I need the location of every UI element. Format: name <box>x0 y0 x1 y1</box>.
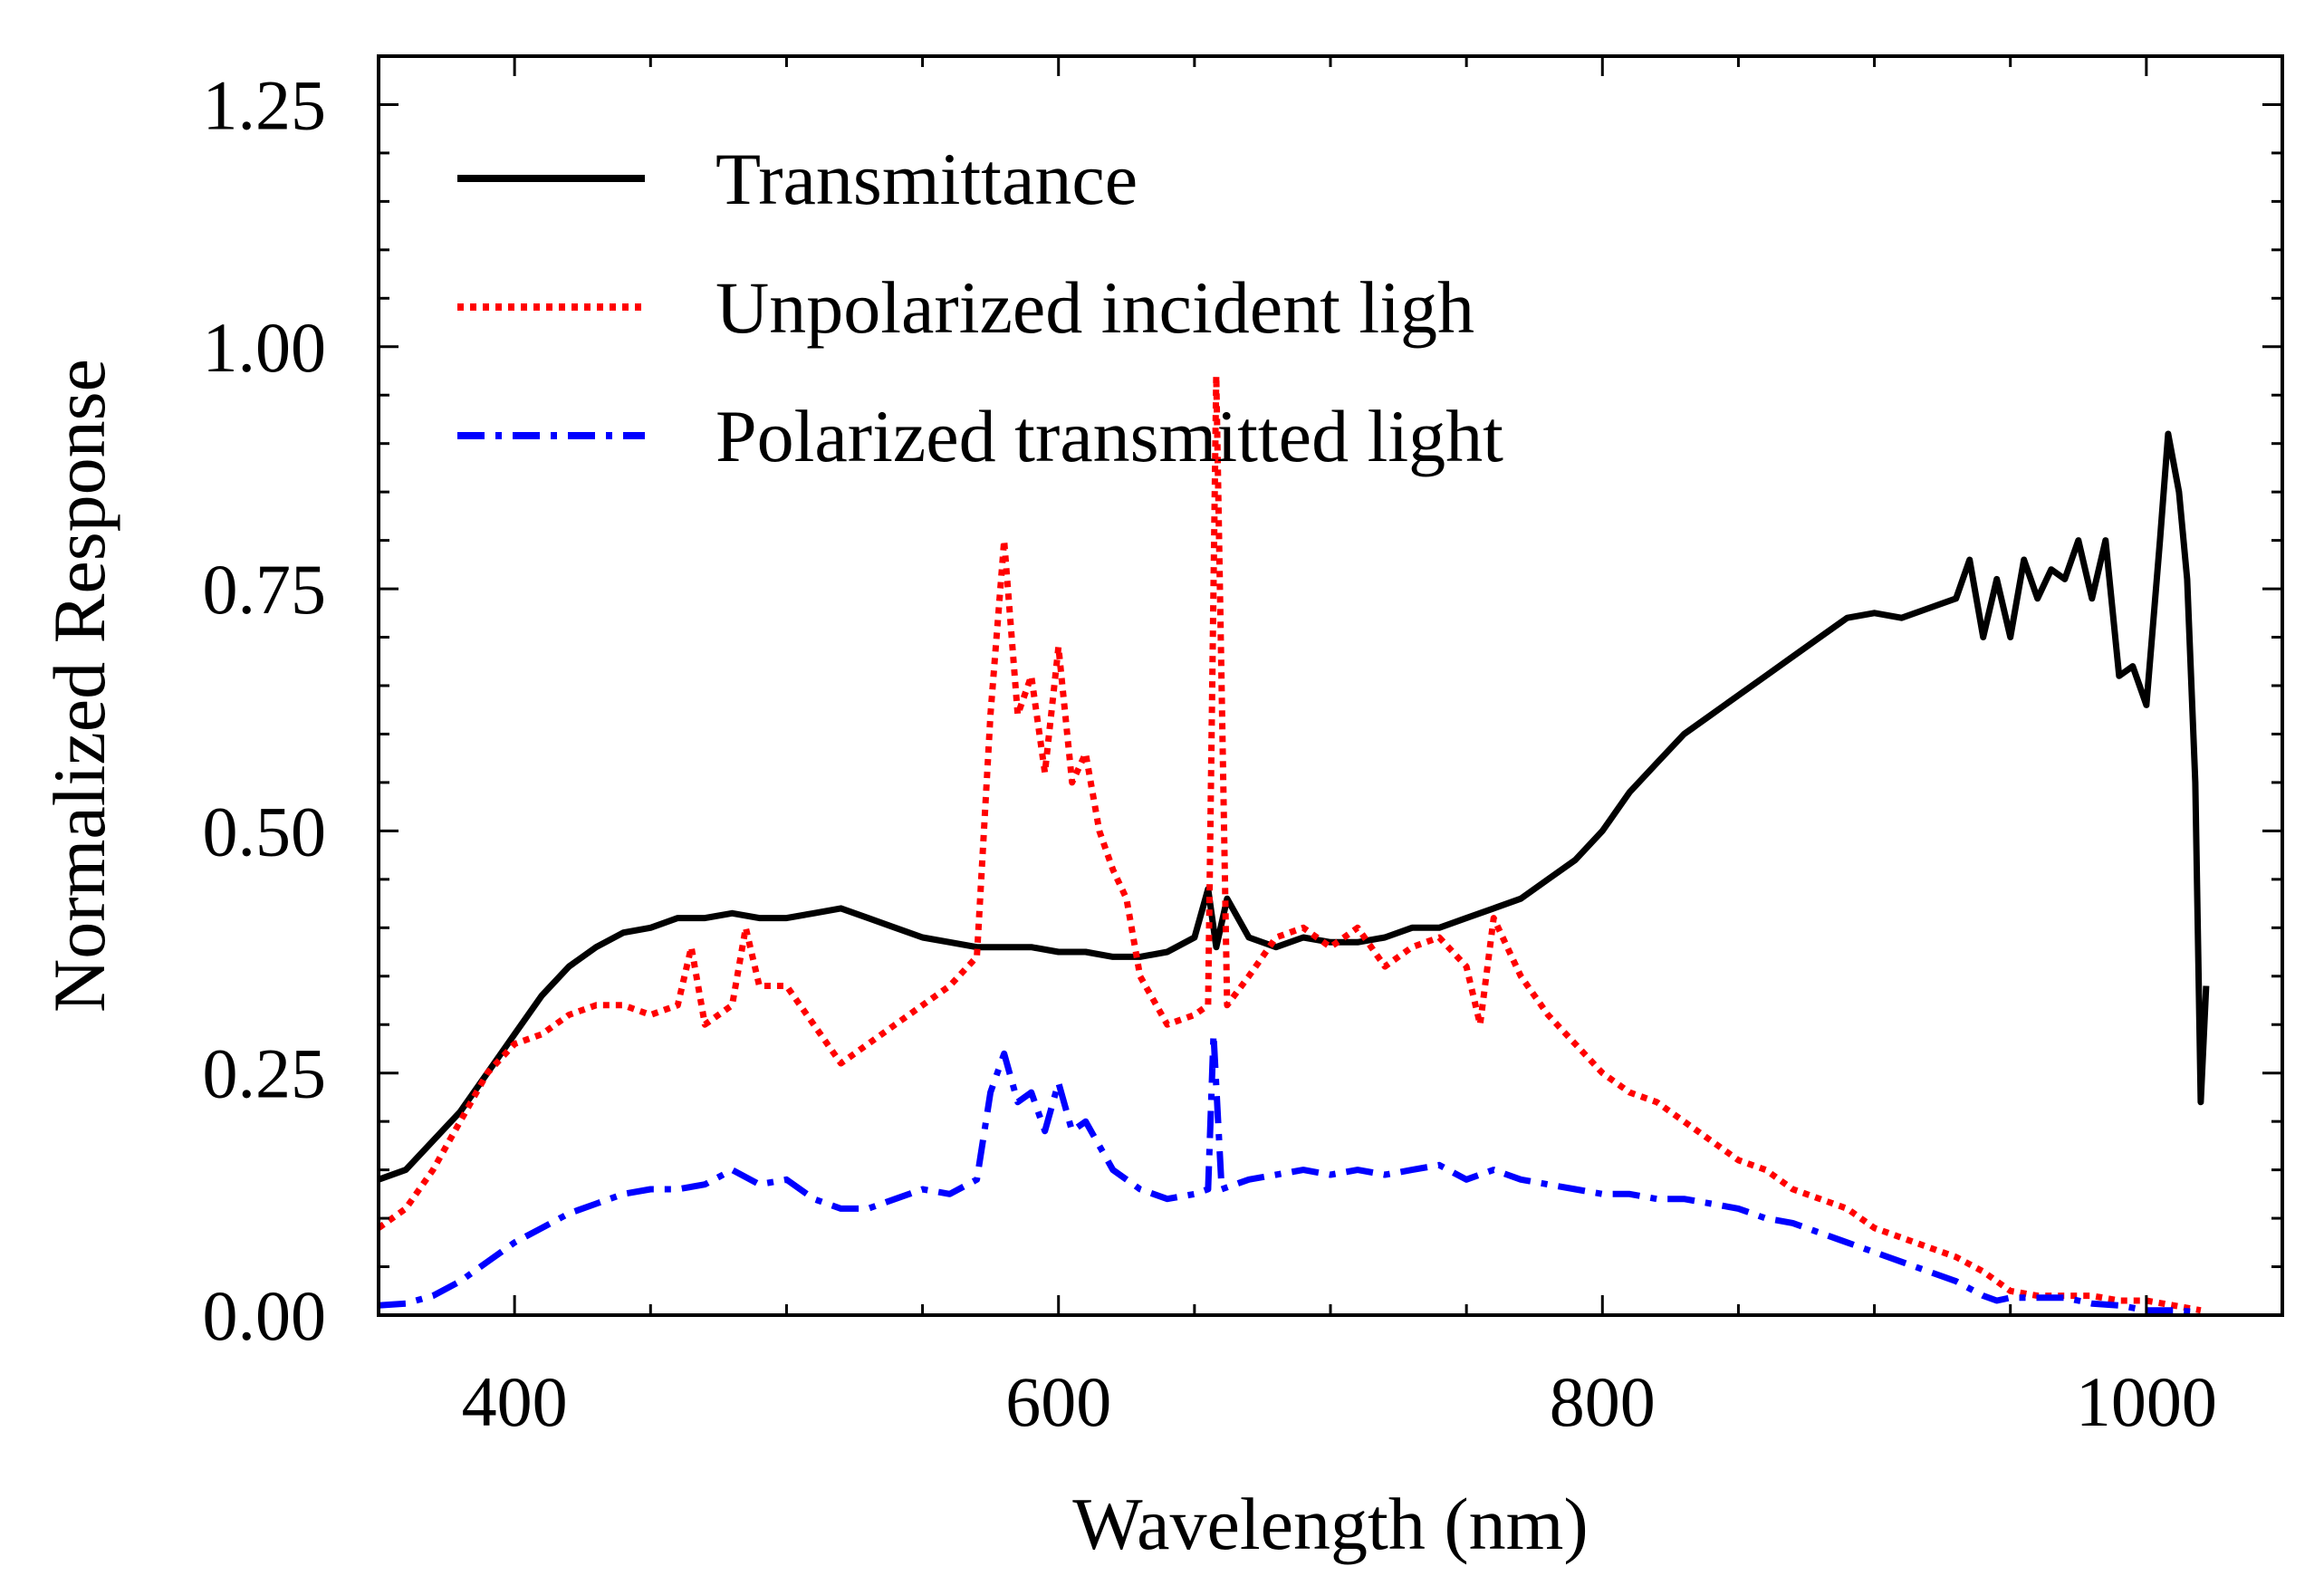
legend-label: Unpolarized incident ligh <box>715 266 1474 349</box>
series-line-transmittance <box>377 430 2210 1183</box>
y-tick-label: 0.00 <box>203 1276 327 1355</box>
legend-label: Transmittance <box>715 138 1138 220</box>
x-axis-label: Wavelength (nm) <box>1072 1483 1588 1565</box>
y-tick-label: 1.25 <box>203 65 327 144</box>
y-tick-label: 0.50 <box>203 792 327 870</box>
y-tick-label: 0.75 <box>203 550 327 629</box>
x-tick-label: 800 <box>1550 1362 1656 1441</box>
plot-frame <box>377 54 2284 1317</box>
x-tick-label: 1000 <box>2076 1362 2217 1441</box>
x-tick-label: 600 <box>1005 1362 1111 1441</box>
series-line-polarized-transmitted-light <box>378 1031 2202 1316</box>
series-layer <box>376 372 2210 1316</box>
legend: Transmittance Unpolarized incident ligh Po… <box>457 138 1503 477</box>
y-tick-label: 1.00 <box>203 308 327 387</box>
x-tick-label: 400 <box>462 1362 568 1441</box>
y-tick-label: 0.25 <box>203 1034 327 1113</box>
y-axis-label: Normalized Response <box>38 359 120 1013</box>
series-line-unpolarized-incident-ligh <box>376 372 2202 1314</box>
legend-label: Polarized transmitted light <box>715 395 1503 477</box>
ticks-layer: 400 600 800 1000 0.00 0.25 0.50 0.75 1.00 1.25 <box>203 54 2284 1441</box>
